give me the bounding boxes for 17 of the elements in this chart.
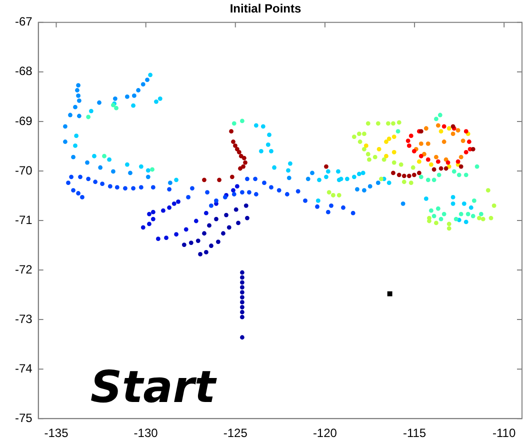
y-tick-label: -72 (15, 262, 33, 276)
y-tick-label: -70 (15, 163, 33, 178)
x-tick-label: -110 (492, 426, 516, 440)
y-tick-label: -75 (15, 410, 33, 425)
annotation: Start (90, 362, 218, 414)
y-tick-label: -74 (15, 361, 33, 376)
x-tick-label: -120 (312, 426, 338, 440)
y-tick-label: -67 (15, 14, 33, 29)
x-tick-label: -125 (223, 426, 248, 440)
x-tick-label: -135 (44, 426, 69, 440)
chart-title: Initial Points (230, 2, 302, 16)
y-tick-label: -73 (15, 312, 33, 326)
x-tick-label: -115 (402, 426, 426, 440)
y-tick-label: -69 (15, 114, 33, 128)
x-tick-label: -130 (134, 426, 158, 440)
y-tick-label: -68 (15, 64, 33, 78)
y-tick-label: -71 (15, 212, 33, 227)
